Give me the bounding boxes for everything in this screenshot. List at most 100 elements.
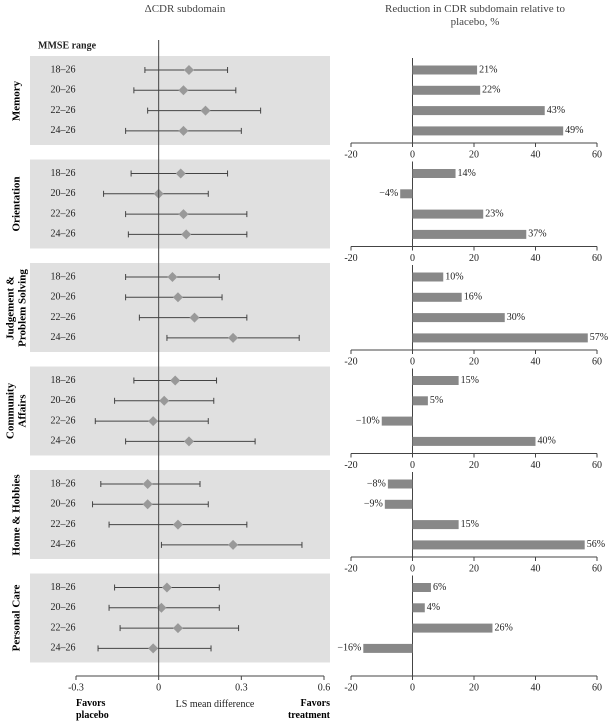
row-label: 22–26 — [51, 208, 76, 219]
group-band — [30, 366, 330, 456]
bar — [412, 292, 462, 302]
bar — [412, 85, 481, 95]
x-tick-label: 20 — [469, 356, 479, 367]
subtitle: MMSE range — [38, 40, 97, 51]
point — [200, 105, 211, 116]
point — [142, 479, 153, 489]
x-tick-label: 40 — [531, 253, 541, 264]
value-label: 5% — [430, 395, 443, 406]
value-label: 23% — [485, 208, 503, 219]
point — [178, 85, 189, 96]
x-tick-label: 0 — [156, 682, 161, 693]
x-tick-label: 60 — [592, 356, 602, 367]
x-tick-label: -20 — [344, 460, 357, 471]
value-label: −4% — [379, 188, 398, 199]
value-label: 57% — [590, 332, 608, 343]
group-band — [30, 470, 330, 559]
x-tick-label: 60 — [592, 460, 602, 471]
x-tick-label: 20 — [469, 149, 479, 160]
row-label: 18–26 — [51, 64, 76, 75]
favors-placebo: Favors placebo — [76, 698, 109, 721]
group-band — [30, 573, 330, 663]
row-label: 22–26 — [51, 415, 76, 426]
group-label: Judgement & Problem Solving — [4, 268, 28, 347]
row-label: 24–26 — [51, 436, 76, 447]
value-label: 15% — [461, 519, 479, 530]
x-tick-label: -20 — [344, 149, 357, 160]
x-tick-label: -20 — [344, 356, 357, 367]
x-tick-label: 40 — [531, 356, 541, 367]
value-label: 21% — [479, 64, 497, 75]
group-label: Personal Care — [10, 584, 22, 652]
group-band — [30, 263, 330, 352]
point — [159, 395, 170, 406]
x-tick-label: 60 — [592, 682, 602, 693]
x-tick-label: 20 — [469, 253, 479, 264]
value-label: −16% — [337, 643, 361, 654]
bar — [381, 416, 413, 426]
value-label: 26% — [494, 622, 512, 633]
value-label: 15% — [461, 375, 479, 386]
bar — [412, 376, 459, 385]
x-tick-label: 0.6 — [318, 682, 331, 693]
x-tick-label: 20 — [469, 682, 479, 693]
bar — [412, 126, 564, 136]
x-tick-label: 20 — [469, 563, 479, 574]
bar — [412, 396, 428, 406]
value-label: 4% — [427, 602, 440, 613]
value-label: −10% — [356, 415, 380, 426]
value-label: 37% — [528, 229, 546, 240]
bar — [412, 106, 545, 116]
point — [181, 229, 192, 240]
x-tick-label: 60 — [592, 253, 602, 264]
bar — [412, 169, 456, 178]
row-label: 24–26 — [51, 643, 76, 654]
value-label: −8% — [367, 478, 386, 489]
row-label: 18–26 — [51, 582, 76, 593]
point — [228, 332, 239, 343]
row-label: 22–26 — [51, 519, 76, 530]
value-label: 56% — [587, 539, 605, 550]
row-label: 18–26 — [51, 375, 76, 386]
value-label: 22% — [482, 85, 500, 96]
row-label: 20–26 — [51, 499, 76, 510]
row-label: 18–26 — [51, 168, 76, 179]
x-tick-label: -20 — [344, 563, 357, 574]
x-tick-label: 60 — [592, 563, 602, 574]
x-tick-label: 20 — [469, 460, 479, 471]
row-label: 24–26 — [51, 332, 76, 343]
bar — [387, 479, 413, 489]
x-tick-label: 0 — [410, 460, 415, 471]
row-label: 18–26 — [51, 478, 76, 489]
bar — [400, 189, 413, 199]
x-tick-label: 40 — [531, 460, 541, 471]
row-label: 22–26 — [51, 105, 76, 116]
row-label: 18–26 — [51, 271, 76, 282]
row-label: 24–26 — [51, 229, 76, 240]
point — [148, 643, 159, 654]
forest-title: ΔCDR subdomain — [144, 3, 226, 15]
point — [172, 623, 183, 634]
x-tick-label: 60 — [592, 149, 602, 160]
point — [183, 436, 194, 447]
row-label: 20–26 — [51, 188, 76, 199]
row-label: 24–26 — [51, 125, 76, 136]
value-label: 16% — [464, 292, 482, 303]
row-label: 24–26 — [51, 539, 76, 550]
point — [172, 292, 183, 303]
point — [161, 582, 172, 593]
bar-title: Reduction in CDR subdomain relative to p… — [385, 3, 565, 28]
x-tick-label: 40 — [531, 149, 541, 160]
value-label: 10% — [445, 271, 463, 282]
group-label: Home & Hobbies — [10, 473, 22, 556]
bar — [412, 209, 484, 219]
point — [189, 312, 200, 323]
bar — [412, 313, 505, 323]
value-label: 40% — [538, 436, 556, 447]
value-label: −9% — [364, 499, 383, 510]
point — [142, 499, 153, 510]
row-label: 20–26 — [51, 395, 76, 406]
x-tick-label: 40 — [531, 682, 541, 693]
